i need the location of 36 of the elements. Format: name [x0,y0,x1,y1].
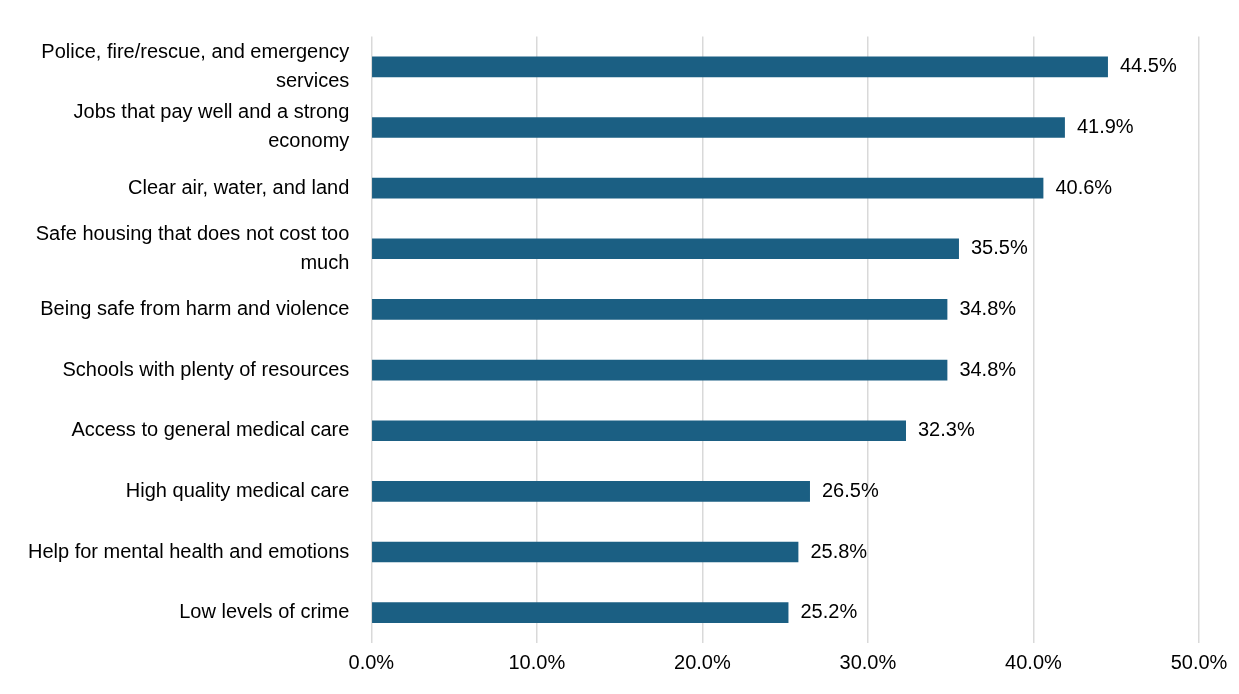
y-tick-label: Police, fire/rescue, and emergency services [41,39,350,91]
bar [372,299,948,320]
data-label: 34.8% [959,357,1017,380]
data-label: 25.8% [810,539,868,562]
x-tick-label: 40.0% [1005,650,1063,673]
y-tick-label: Being safe from harm and violence [40,296,350,319]
data-label: 25.2% [800,600,858,623]
x-tick-label: 50.0% [1170,650,1228,673]
data-label: 35.5% [970,236,1028,259]
y-tick-label: Help for mental health and emotions [27,539,350,562]
x-tick-label: 20.0% [674,650,731,673]
bar [372,359,948,381]
bar [372,238,959,260]
x-tick-label: 0.0% [348,650,395,673]
data-label: 26.5% [821,478,879,501]
data-label: 34.8% [959,296,1017,319]
x-tick-label: 30.0% [839,650,897,673]
data-label: 40.6% [1055,175,1113,198]
x-tick-label: 10.0% [508,650,566,673]
y-tick-label: Access to general medical care [71,418,350,441]
data-label: 32.3% [917,418,975,441]
y-tick-label: High quality medical care [125,478,350,501]
bar [372,117,1065,138]
y-tick-label: Safe housing that does not cost too much [35,221,350,273]
bar [372,56,1108,78]
data-label: 41.9% [1076,114,1134,137]
y-tick-label: Schools with plenty of resources [62,357,350,380]
bar [372,420,906,442]
bar [372,481,810,502]
y-tick-label: Low levels of crime [179,600,350,623]
y-tick-label: Clear air, water, and land [128,175,350,198]
bar [372,177,1044,199]
y-tick-label: Jobs that pay well and a strong economy [73,100,350,152]
bar [372,602,789,623]
bar [372,541,799,563]
data-label: 44.5% [1119,54,1177,77]
